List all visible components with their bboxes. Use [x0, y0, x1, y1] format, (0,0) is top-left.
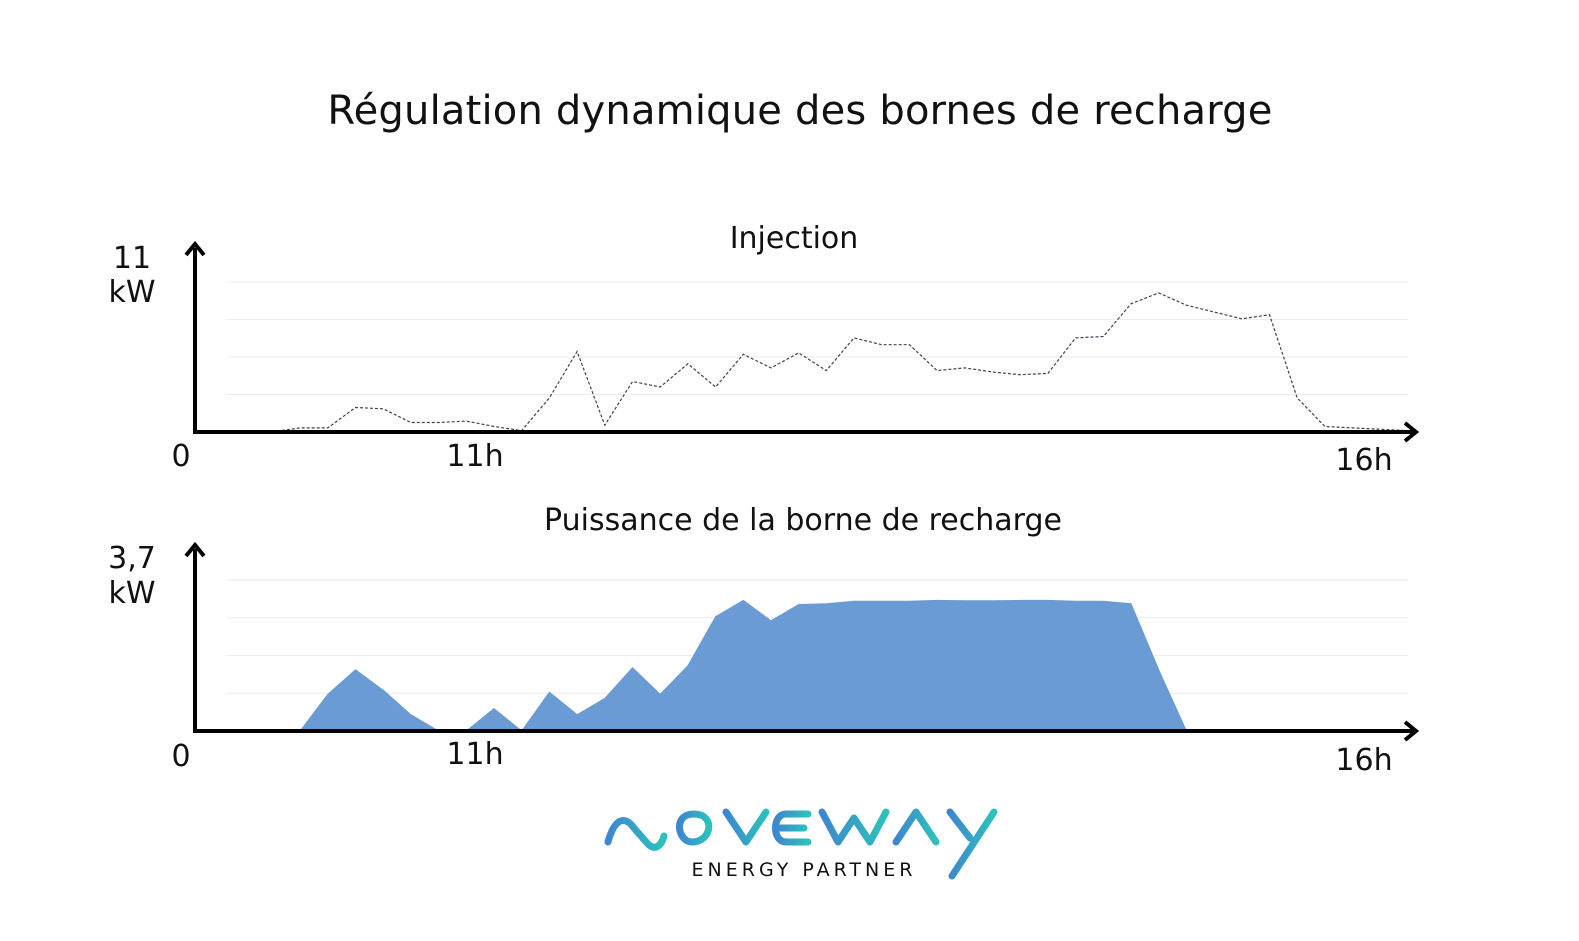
power-origin-label: 0 — [171, 739, 190, 774]
injection-chart-title: Injection — [730, 221, 859, 256]
injection-line — [217, 292, 1409, 433]
injection-y-unit-label: kW — [108, 275, 155, 310]
y-axis-arrowhead — [184, 541, 206, 558]
power-series — [217, 599, 1408, 732]
injection-chart: Injection 11 kW 0 11h 16h — [108, 221, 1420, 478]
noveway-logo: ENERGY PARTNER — [604, 808, 998, 881]
injection-axes — [184, 240, 1420, 443]
power-y-max-label: 3,7 — [108, 541, 156, 576]
injection-grid — [227, 281, 1408, 395]
power-chart-title: Puissance de la borne de recharge — [544, 503, 1062, 538]
logo-tagline: ENERGY PARTNER — [692, 859, 917, 881]
x-axis-arrowhead — [1403, 421, 1420, 443]
power-area — [217, 599, 1408, 732]
injection-x-tick-11h: 11h — [446, 439, 503, 474]
logo-wordmark-graphic — [604, 808, 998, 880]
power-x-tick-11h: 11h — [446, 737, 503, 772]
y-axis-arrowhead — [184, 240, 206, 257]
page-title: Régulation dynamique des bornes de recha… — [327, 88, 1273, 134]
power-axes — [184, 541, 1420, 742]
x-axis-arrowhead — [1403, 720, 1420, 742]
power-y-unit-label: kW — [108, 576, 155, 611]
injection-series — [217, 292, 1409, 433]
injection-y-max-label: 11 — [113, 241, 151, 276]
injection-x-tick-16h: 16h — [1335, 443, 1392, 478]
power-chart: Puissance de la borne de recharge 3,7 kW… — [108, 503, 1420, 778]
power-x-tick-16h: 16h — [1335, 743, 1392, 778]
injection-origin-label: 0 — [171, 439, 190, 474]
